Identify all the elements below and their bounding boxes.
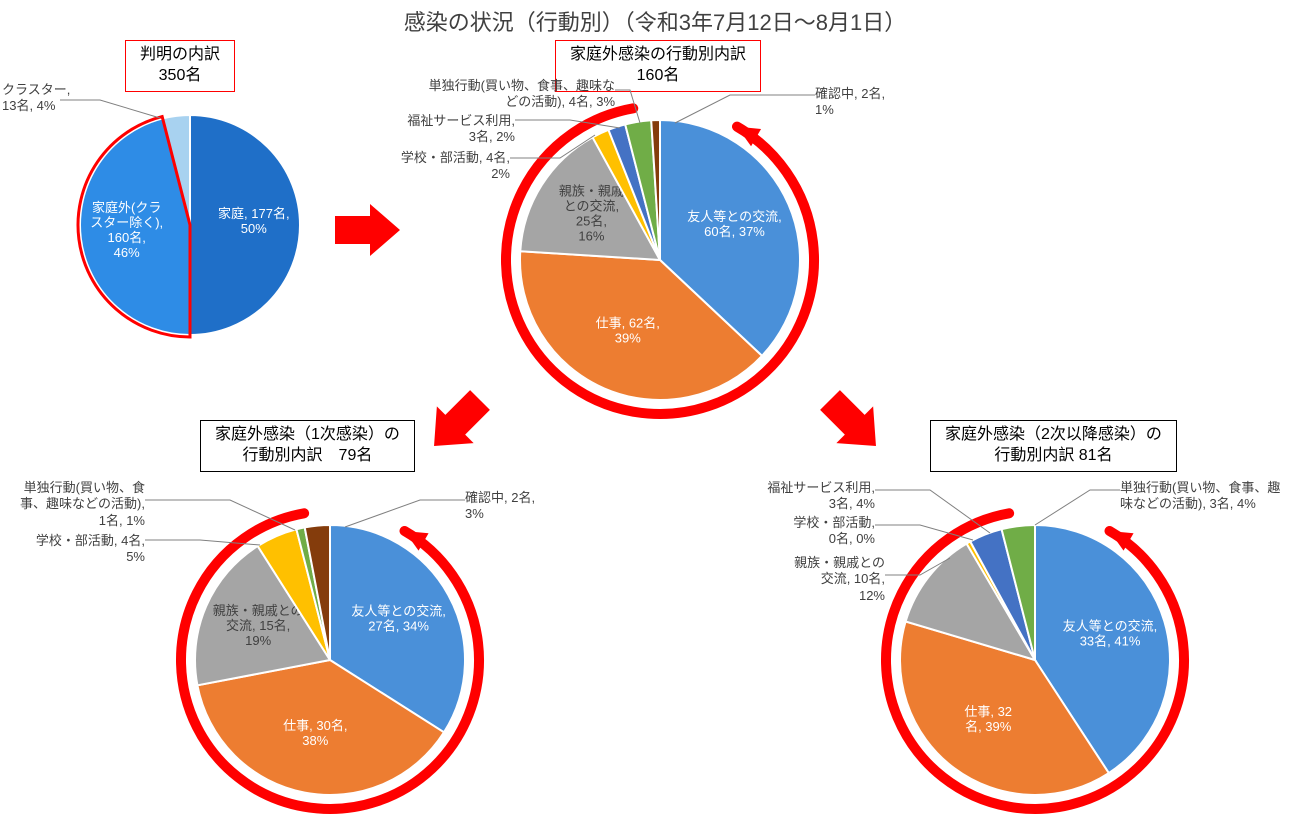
ext-label-pie3-0: 学校・部活動, 4名, 5% bbox=[15, 533, 145, 566]
ext-label-pie3-2: 確認中, 2名, 3% bbox=[465, 490, 535, 523]
ext-label-pie2-2: 単独行動(買い物、食事、趣味な どの活動), 4名, 3% bbox=[395, 78, 615, 111]
pie-secondary-slice-label-1: 仕事, 32名, 39% bbox=[964, 704, 1012, 734]
pie-breakdown: 家庭, 177名,50%家庭外(クラスター除く),160名,46% bbox=[78, 115, 300, 337]
pie-secondary: 友人等との交流,33名, 41%仕事, 32名, 39% bbox=[886, 513, 1184, 809]
ext-label-pie2-0: 学校・部活動, 4名, 2% bbox=[380, 150, 510, 183]
leader-pie1-0 bbox=[60, 100, 160, 118]
leader-pie4-3 bbox=[1035, 490, 1120, 525]
pie-outside-home: 友人等との交流,60名, 37%仕事, 62名,39%親族・親戚との交流,25名… bbox=[506, 108, 814, 414]
ext-label-pie4-3: 単独行動(買い物、食事、趣 味などの活動), 3名, 4% bbox=[1120, 480, 1310, 513]
ext-label-pie2-1: 福祉サービス利用, 3名, 2% bbox=[385, 113, 515, 146]
ext-label-pie4-0: 親族・親戚との 交流, 10名, 12% bbox=[775, 555, 885, 604]
ext-label-pie3-1: 単独行動(買い物、食 事、趣味などの活動), 1名, 1% bbox=[0, 480, 145, 529]
charts-canvas: 家庭, 177名,50%家庭外(クラスター除く),160名,46% 友人等との交流… bbox=[0, 0, 1310, 837]
pie-primary: 友人等との交流,27名, 34%仕事, 30名,38%親族・親戚との交流, 15… bbox=[181, 513, 479, 809]
ext-label-pie1-0: クラスター, 13名, 4% bbox=[2, 82, 70, 115]
leader-pie3-2 bbox=[345, 500, 465, 527]
arrow-to-pie4 bbox=[812, 382, 895, 465]
leader-pie2-3 bbox=[675, 95, 815, 123]
ext-label-pie2-3: 確認中, 2名, 1% bbox=[815, 86, 885, 119]
arrow-to-pie2 bbox=[335, 204, 400, 256]
arrow-to-pie3 bbox=[416, 382, 499, 465]
ext-label-pie4-2: 福祉サービス利用, 3名, 4% bbox=[745, 480, 875, 513]
ext-label-pie4-1: 学校・部活動, 0名, 0% bbox=[775, 515, 875, 548]
